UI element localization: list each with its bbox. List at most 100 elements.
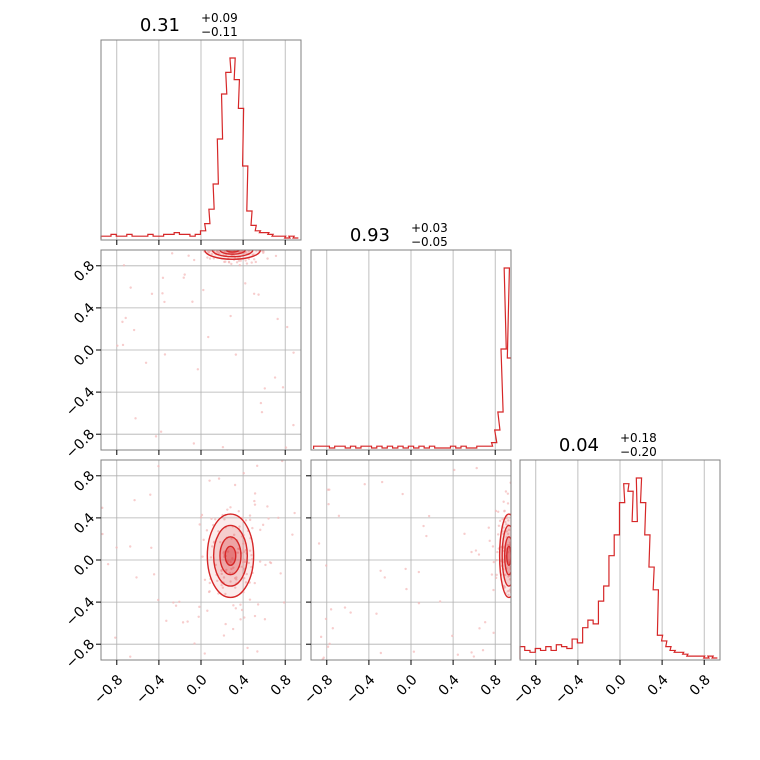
scatter-point <box>242 542 245 545</box>
scatter-point <box>487 526 490 529</box>
scatter-point <box>191 300 194 303</box>
scatter-point <box>242 560 245 564</box>
scatter-point <box>253 258 256 261</box>
scatter-point <box>502 526 505 529</box>
scatter-point <box>521 615 523 617</box>
x-tick-label: 0.0 <box>184 672 211 699</box>
scatter-point <box>516 540 518 542</box>
title-2-plus: +0.18 <box>620 431 657 445</box>
scatter-point <box>210 545 214 548</box>
scatter-point <box>229 506 232 509</box>
scatter-point <box>404 567 407 571</box>
scatter-point <box>513 510 515 512</box>
title-param-2: 0.04 +0.18 −0.20 <box>559 431 657 459</box>
scatter-point <box>463 532 466 536</box>
scatter-point <box>243 550 246 553</box>
scatter-point <box>250 565 253 569</box>
scatter-point <box>488 539 491 543</box>
scatter-point <box>343 606 347 609</box>
scatter-point <box>512 506 514 508</box>
scatter-point <box>254 243 256 245</box>
scatter-point <box>213 518 217 521</box>
scatter-point <box>276 317 279 321</box>
scatter-point <box>133 498 136 502</box>
scatter-point <box>244 241 246 243</box>
scatter-point <box>513 526 515 528</box>
scatter-point <box>508 543 511 547</box>
scatter-point <box>116 344 119 347</box>
contour-level-1 <box>211 250 254 258</box>
scatter-point <box>504 490 508 493</box>
hist-line-1 <box>313 267 511 449</box>
scatter-point <box>240 247 242 249</box>
scatter-point <box>163 300 166 304</box>
scatter-point <box>101 532 104 536</box>
scatter-point <box>507 593 510 596</box>
scatter-point <box>134 417 137 420</box>
title-0-plus: +0.09 <box>201 11 238 25</box>
scatter-point <box>217 477 221 480</box>
scatter-point <box>229 580 232 583</box>
hist-panel-0 <box>100 39 302 245</box>
scatter-point <box>260 410 264 414</box>
scatter-point <box>492 588 495 592</box>
scatter-point <box>512 561 514 563</box>
scatter-point <box>269 561 273 565</box>
scatter-point <box>187 254 190 257</box>
scatter-point <box>220 569 223 572</box>
scatter-point <box>165 619 168 623</box>
scatter-point <box>492 560 496 564</box>
scatter-point <box>235 578 238 581</box>
title-2-minus: −0.20 <box>620 445 657 459</box>
scatter-point <box>505 516 508 520</box>
scatter-point <box>277 516 280 520</box>
scatter-point <box>495 573 498 577</box>
scatter-point <box>150 546 153 549</box>
scatter-point <box>453 468 456 472</box>
hist-line-0 <box>100 57 299 239</box>
scatter-point <box>230 567 233 571</box>
scatter-point <box>282 601 286 604</box>
scatter-point <box>196 368 200 371</box>
scatter-point <box>250 558 254 561</box>
scatter-point <box>193 642 196 645</box>
scatter-point <box>496 550 499 554</box>
scatter-point <box>337 514 341 518</box>
scatter-point <box>163 353 167 356</box>
contour-level-2 <box>219 536 242 576</box>
x-tick-label: 0.4 <box>436 672 463 699</box>
scatter-point <box>210 243 212 245</box>
scatter-point <box>349 611 352 614</box>
scatter-point <box>106 562 110 566</box>
scatter-point <box>221 586 225 589</box>
contour-level-3 <box>506 545 511 566</box>
scatter-point <box>192 442 196 445</box>
scatter-point <box>253 499 256 503</box>
scatter-point <box>494 576 498 580</box>
scatter-point <box>383 576 386 579</box>
scatter-point <box>512 512 514 514</box>
scatter-point <box>122 264 126 267</box>
y-tick-label: 0.0 <box>71 342 98 369</box>
scatter-point <box>203 652 206 655</box>
scatter-point <box>230 262 233 266</box>
scatter-point <box>216 579 219 583</box>
scatter-point <box>239 259 242 262</box>
y-tick-label: −0.8 <box>63 426 98 461</box>
scatter-point <box>243 576 246 580</box>
scatter-point <box>513 539 515 541</box>
scatter-point <box>157 598 160 602</box>
scatter-point <box>477 553 481 556</box>
scatter-point <box>222 550 226 554</box>
scatter-point <box>232 241 234 243</box>
scatter-point <box>221 445 225 449</box>
scatter-point <box>248 514 252 517</box>
scatter-point <box>511 571 513 573</box>
scatter-point <box>186 620 189 623</box>
scatter-point <box>223 518 226 521</box>
x-tick-label: −0.4 <box>343 672 378 707</box>
scatter-point <box>483 620 487 624</box>
scatter-point <box>284 446 288 449</box>
scatter-point <box>280 460 284 463</box>
scatter-point <box>224 622 227 626</box>
